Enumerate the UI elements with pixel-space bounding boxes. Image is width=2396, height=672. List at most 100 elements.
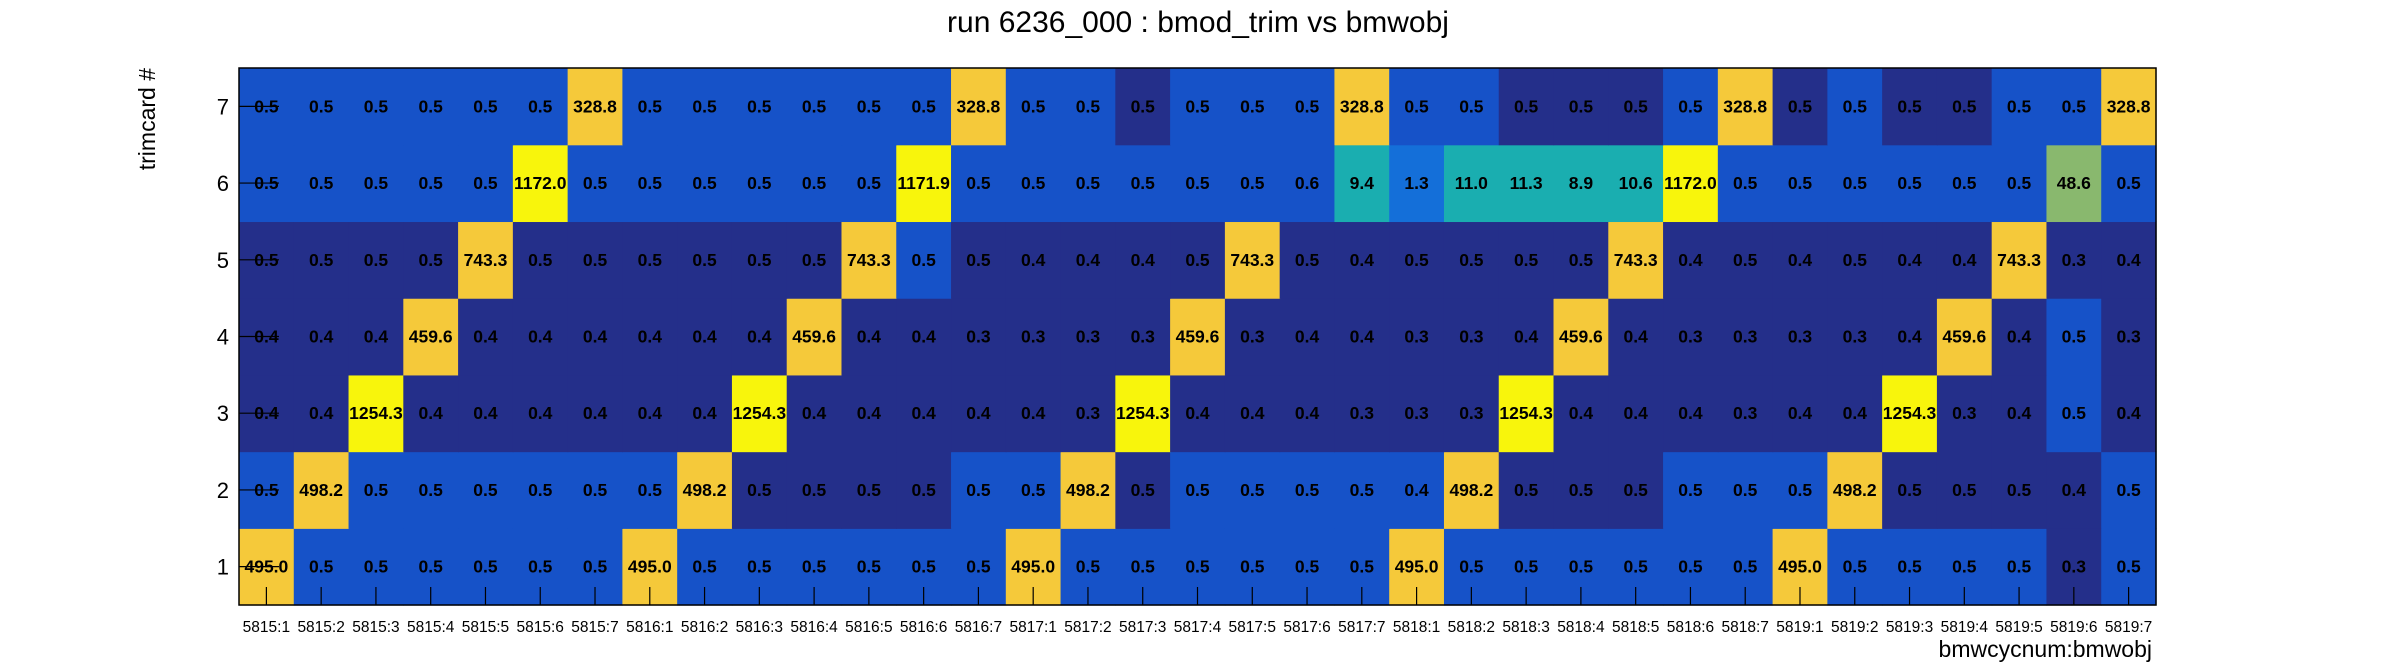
heatmap-cell (677, 68, 733, 146)
cell-value-label: 0.5 (1624, 557, 1649, 577)
cell-value-label: 0.4 (583, 327, 608, 347)
heatmap-cell (896, 68, 952, 146)
heatmap-cell (622, 144, 678, 223)
cell-value-label: 0.5 (692, 250, 717, 270)
cell-value-label: 0.4 (857, 403, 882, 423)
heatmap-cell (1882, 451, 1938, 529)
heatmap-cell (1772, 451, 1828, 529)
cell-value-label: 0.5 (747, 557, 772, 577)
cell-value-label: 498.2 (299, 480, 343, 500)
cell-value-label: 11.3 (1510, 173, 1543, 193)
cell-value-label: 0.5 (1514, 557, 1539, 577)
cell-value-label: 498.2 (683, 480, 727, 500)
heatmap-cell (1005, 68, 1062, 146)
heatmap-cell (1115, 68, 1171, 146)
heatmap-cell (1279, 374, 1336, 453)
heatmap-cell (1443, 374, 1500, 453)
cell-value-label: 743.3 (464, 250, 508, 270)
cell-value-label: 0.5 (802, 173, 827, 193)
heatmap-cell (1663, 298, 1719, 376)
cell-value-label: 0.4 (2062, 480, 2087, 500)
cell-value-label: 0.5 (1952, 480, 1977, 500)
cell-value-label: 0.4 (638, 403, 663, 423)
heatmap-cell (2101, 298, 2157, 376)
cell-value-label: 0.5 (911, 96, 936, 116)
x-tick-label: 5817:1 (1009, 619, 1056, 636)
cell-value-label: 0.4 (2116, 403, 2141, 423)
heatmap-cell (348, 221, 404, 299)
cell-value-label: 0.5 (1897, 557, 1922, 577)
heatmap-cell (951, 144, 1007, 223)
cell-value-label: 0.5 (1897, 480, 1922, 500)
cell-value-label: 0.3 (1076, 327, 1101, 347)
heatmap-cell (677, 221, 733, 299)
cell-value-label: 498.2 (1833, 480, 1877, 500)
cell-value-label: 0.5 (1788, 480, 1813, 500)
heatmap-cell (1553, 374, 1609, 453)
cell-value-label: 0.5 (309, 96, 334, 116)
heatmap-cell (567, 451, 623, 529)
cell-value-label: 0.4 (802, 403, 827, 423)
y-tick-label: 1 (217, 555, 229, 580)
cell-value-label: 0.5 (2116, 173, 2141, 193)
heatmap-cell (1772, 374, 1828, 453)
cell-value-label: 498.2 (1066, 480, 1110, 500)
x-tick-label: 5819:4 (1941, 619, 1989, 636)
cell-value-label: 0.4 (1185, 403, 1210, 423)
heatmap-cell (951, 374, 1007, 453)
cell-value-label: 0.5 (1569, 96, 1594, 116)
heatmap-cell (1443, 68, 1500, 146)
cell-value-label: 0.4 (1843, 403, 1868, 423)
heatmap-cell (1772, 221, 1828, 299)
x-tick-label: 5815:4 (407, 619, 455, 636)
y-tick-label: 5 (217, 248, 229, 273)
heatmap-cell (458, 451, 514, 529)
heatmap-cell (1936, 374, 1993, 453)
cell-value-label: 0.5 (419, 250, 444, 270)
cell-value-label: 0.5 (2007, 480, 2032, 500)
heatmap-cell (403, 298, 459, 376)
cell-value-label: 328.8 (1723, 96, 1767, 116)
heatmap-cell (1936, 451, 1993, 529)
heatmap-cell (1663, 374, 1719, 453)
heatmap-cell (1608, 144, 1664, 223)
cell-value-label: 0.5 (419, 173, 444, 193)
cell-value-label: 0.5 (1514, 480, 1539, 500)
cell-value-label: 0.3 (1240, 327, 1265, 347)
cell-value-label: 0.5 (1897, 173, 1922, 193)
cell-value-label: 0.5 (1788, 173, 1813, 193)
cell-value-label: 0.5 (1624, 480, 1649, 500)
x-tick-label: 5819:6 (2050, 619, 2097, 636)
heatmap-cell (1498, 451, 1555, 529)
x-tick-label: 5817:3 (1119, 619, 1166, 636)
cell-value-label: 0.5 (528, 557, 553, 577)
cell-value-label: 1254.3 (733, 403, 787, 423)
x-tick-label: 5818:2 (1448, 619, 1495, 636)
cell-value-label: 459.6 (792, 327, 836, 347)
heatmap-cell (951, 68, 1007, 146)
heatmap-cell (2101, 68, 2157, 146)
heatmap-cell (786, 68, 843, 146)
heatmap-cell (293, 298, 350, 376)
heatmap-cell (2046, 221, 2102, 299)
heatmap-cell (1827, 374, 1883, 453)
heatmap-cell (1827, 68, 1883, 146)
heatmap-cell (1772, 68, 1828, 146)
cell-value-label: 0.5 (1459, 557, 1484, 577)
heatmap-cell (622, 374, 678, 453)
heatmap-cell (2101, 221, 2157, 299)
cell-value-label: 0.3 (1404, 327, 1429, 347)
y-tick-label: 2 (217, 478, 229, 503)
cell-value-label: 0.5 (638, 480, 663, 500)
cell-value-label: 743.3 (847, 250, 891, 270)
heatmap-cell (951, 221, 1007, 299)
heatmap-cell (1060, 451, 1116, 529)
cell-value-label: 0.4 (1240, 403, 1265, 423)
cell-value-label: 0.4 (1897, 327, 1922, 347)
x-tick-label: 5815:1 (243, 619, 290, 636)
cell-value-label: 0.3 (1678, 327, 1703, 347)
cell-value-label: 743.3 (1230, 250, 1274, 270)
heatmap-cell (567, 374, 623, 453)
x-tick-label: 5819:3 (1886, 619, 1933, 636)
heatmap-cell (1279, 144, 1336, 223)
